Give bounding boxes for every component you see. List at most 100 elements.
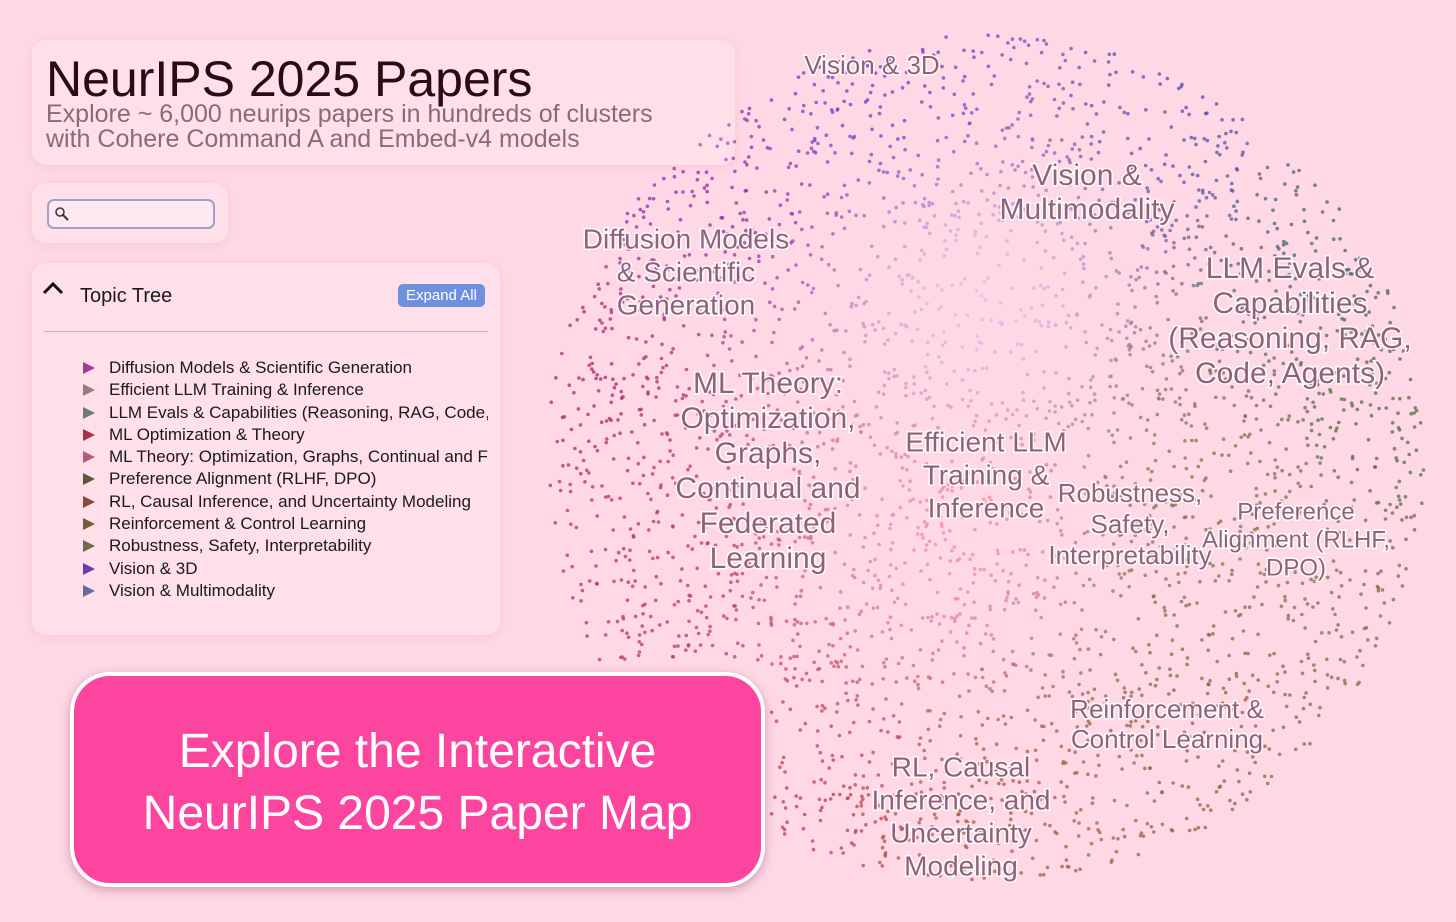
paper-point[interactable] <box>647 528 651 532</box>
paper-point[interactable] <box>1272 651 1276 656</box>
paper-point[interactable] <box>1301 567 1305 572</box>
paper-point[interactable] <box>1070 80 1075 84</box>
paper-point[interactable] <box>1029 668 1033 672</box>
paper-point[interactable] <box>1162 162 1167 166</box>
paper-point[interactable] <box>665 493 670 498</box>
paper-point[interactable] <box>1353 258 1358 262</box>
paper-point[interactable] <box>1400 518 1404 522</box>
paper-point[interactable] <box>1038 797 1043 802</box>
paper-point[interactable] <box>1409 515 1413 520</box>
paper-point[interactable] <box>1023 170 1028 175</box>
paper-point[interactable] <box>875 605 880 610</box>
paper-point[interactable] <box>1391 396 1395 401</box>
paper-point[interactable] <box>1320 417 1324 421</box>
paper-point[interactable] <box>1197 188 1201 192</box>
paper-point[interactable] <box>888 522 893 527</box>
paper-point[interactable] <box>1348 578 1352 582</box>
paper-point[interactable] <box>1074 571 1078 575</box>
paper-point[interactable] <box>1018 37 1023 41</box>
paper-point[interactable] <box>856 295 861 300</box>
paper-point[interactable] <box>916 153 920 158</box>
paper-point[interactable] <box>1029 636 1034 641</box>
paper-point[interactable] <box>1276 583 1281 588</box>
paper-point[interactable] <box>965 438 969 442</box>
paper-point[interactable] <box>929 619 934 623</box>
paper-point[interactable] <box>1159 179 1163 184</box>
paper-point[interactable] <box>715 437 719 442</box>
paper-point[interactable] <box>1281 243 1286 247</box>
paper-point[interactable] <box>971 423 976 428</box>
paper-point[interactable] <box>1266 524 1271 529</box>
paper-point[interactable] <box>1063 58 1068 63</box>
paper-point[interactable] <box>875 513 879 518</box>
paper-point[interactable] <box>759 583 763 587</box>
paper-point[interactable] <box>1331 437 1336 441</box>
paper-point[interactable] <box>984 632 988 636</box>
paper-point[interactable] <box>893 793 898 797</box>
paper-point[interactable] <box>1025 749 1030 754</box>
paper-point[interactable] <box>1334 568 1339 573</box>
paper-point[interactable] <box>747 256 752 261</box>
paper-point[interactable] <box>1314 443 1319 448</box>
paper-point[interactable] <box>971 581 976 585</box>
paper-point[interactable] <box>1032 165 1037 169</box>
paper-point[interactable] <box>594 564 598 568</box>
paper-point[interactable] <box>912 459 917 464</box>
paper-point[interactable] <box>1092 59 1097 63</box>
paper-point[interactable] <box>757 643 761 647</box>
paper-point[interactable] <box>1199 458 1204 462</box>
paper-point[interactable] <box>706 632 710 637</box>
paper-point[interactable] <box>1184 515 1188 519</box>
paper-point[interactable] <box>1216 144 1220 148</box>
paper-point[interactable] <box>1006 41 1010 45</box>
paper-point[interactable] <box>621 237 626 242</box>
paper-point[interactable] <box>834 328 839 333</box>
paper-point[interactable] <box>1343 333 1347 337</box>
paper-point[interactable] <box>1180 368 1185 373</box>
paper-point[interactable] <box>1114 200 1118 204</box>
paper-point[interactable] <box>800 574 805 579</box>
paper-point[interactable] <box>1343 272 1347 276</box>
paper-point[interactable] <box>846 605 850 609</box>
paper-point[interactable] <box>1030 138 1035 142</box>
paper-point[interactable] <box>894 455 898 459</box>
paper-point[interactable] <box>845 89 849 93</box>
paper-point[interactable] <box>1125 319 1130 323</box>
paper-point[interactable] <box>781 555 785 560</box>
paper-point[interactable] <box>851 812 856 817</box>
paper-point[interactable] <box>601 329 606 334</box>
paper-point[interactable] <box>966 470 970 475</box>
paper-point[interactable] <box>1296 481 1300 486</box>
paper-point[interactable] <box>1041 153 1046 157</box>
paper-point[interactable] <box>780 307 784 312</box>
paper-point[interactable] <box>727 347 732 351</box>
paper-point[interactable] <box>695 608 700 613</box>
paper-point[interactable] <box>1228 469 1233 474</box>
paper-point[interactable] <box>1263 352 1268 357</box>
paper-point[interactable] <box>636 522 641 526</box>
paper-point[interactable] <box>1412 425 1417 429</box>
paper-point[interactable] <box>1143 163 1148 168</box>
paper-point[interactable] <box>772 189 777 193</box>
paper-point[interactable] <box>1263 492 1268 496</box>
paper-point[interactable] <box>704 604 708 608</box>
paper-point[interactable] <box>1059 528 1063 533</box>
paper-point[interactable] <box>798 644 802 649</box>
paper-point[interactable] <box>960 345 965 349</box>
paper-point[interactable] <box>696 412 700 416</box>
paper-point[interactable] <box>1185 564 1189 569</box>
paper-point[interactable] <box>881 661 886 665</box>
paper-point[interactable] <box>1184 105 1188 110</box>
paper-point[interactable] <box>956 495 961 500</box>
paper-point[interactable] <box>1059 780 1063 784</box>
paper-point[interactable] <box>1130 288 1134 293</box>
paper-point[interactable] <box>1229 217 1234 221</box>
paper-point[interactable] <box>1243 605 1247 609</box>
paper-point[interactable] <box>783 806 788 810</box>
paper-point[interactable] <box>1375 584 1380 589</box>
paper-point[interactable] <box>1002 689 1007 693</box>
paper-point[interactable] <box>742 210 746 215</box>
paper-point[interactable] <box>1338 570 1343 575</box>
paper-point[interactable] <box>1116 837 1120 841</box>
topic-item[interactable]: Reinforcement & Control Learning <box>82 513 488 535</box>
